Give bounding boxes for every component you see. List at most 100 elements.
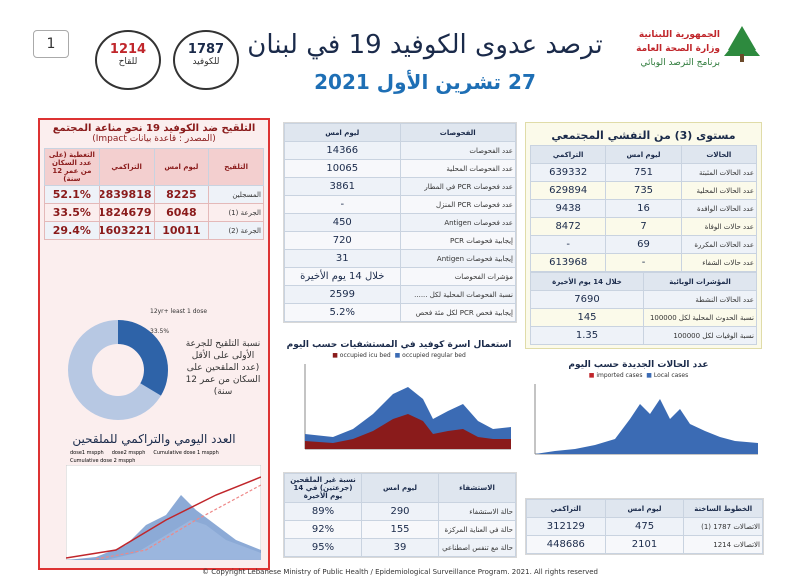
hotline-label: للقاح	[118, 57, 138, 67]
row-label: حالة الاستشفاء	[438, 502, 516, 521]
hotline-label: للكوفيد	[192, 57, 220, 67]
table-row: نسبة الحدوث المحلية لكل 100000 145	[530, 308, 757, 327]
main-title: ترصد عدوى الكوفيد 19 في لبنان	[247, 30, 603, 60]
table-cell: 751	[605, 163, 682, 182]
table-row: مؤشرات الفحوصات خلال 14 يوم الأخيرة	[284, 267, 516, 286]
table-row: نسبة الفحوصات المحلية لكل ...... 2599	[284, 285, 516, 304]
table: التلقيح ليوم امس التراكمي التغطية (على عدد …	[44, 148, 264, 240]
row-label: مؤشرات الفحوصات	[399, 267, 516, 286]
table-row: نسبة الوفيات لكل 100000 1.35	[530, 326, 757, 345]
table-row: إيجابية فحص PCR لكل مئة فحص 5.2%	[284, 303, 516, 322]
header-cell: ليوم امس	[605, 145, 682, 164]
table-cell: 6048	[153, 203, 210, 222]
table-cell: 7	[605, 217, 682, 236]
table-cell: 290	[361, 502, 439, 521]
row-label: إيجابية فحوصات Antigen	[399, 249, 516, 268]
table: المؤشرات الوبائية خلال 14 يوم الأخيرة عدد …	[530, 272, 757, 345]
table-cell: 639332	[529, 163, 607, 182]
table-cell: 8472	[529, 217, 607, 236]
beds-plot	[304, 364, 511, 450]
hotlines-table: الخطوط الساخنة ليوم امس التراكمي الاتصالات …	[526, 499, 763, 554]
vaccine-hotline: 1214 للقاح	[95, 30, 161, 90]
row-label: نسبة الفحوصات المحلية لكل ......	[399, 285, 516, 304]
row-label: عدد الفحوصات المحلية	[399, 159, 516, 178]
chart-legend: ■ occupied icu bed ■ occupied regular be…	[332, 352, 466, 359]
row-label: الجرعة (1)	[208, 203, 264, 222]
table-cell: -	[605, 253, 682, 272]
table-cell: 7690	[530, 290, 644, 309]
table-cell: 33.5%	[44, 203, 100, 222]
header-cell: التراكمي	[526, 499, 606, 518]
hotlines-panel: الخطوط الساخنة ليوم امس التراكمي الاتصالات …	[525, 498, 764, 555]
ministry-line: الجمهورية اللبنانية	[638, 30, 720, 40]
ministry-block: الجمهورية اللبنانية وزارة الصحة العامة ب…	[610, 28, 720, 70]
row-label: إيجابية فحص PCR لكل مئة فحص	[399, 303, 516, 322]
community-table: الحالات ليوم امس التراكمي عدد الحالات المثب…	[529, 145, 758, 272]
hotline-number: 1214	[109, 42, 147, 57]
donut-caption: نسبة التلقيح للجرعة الأولى على الأقل (عد…	[185, 339, 261, 397]
header-cell: التراكمي	[98, 148, 155, 186]
row-label: الاتصالات 1787 (1)	[683, 517, 763, 536]
chart-title: عدد الحالات الجديدة حسب اليوم	[568, 360, 709, 370]
row-label: عدد الحالات المكررة	[680, 235, 758, 254]
table-cell: 1603221	[98, 221, 155, 240]
header-row: التلقيح ليوم امس التراكمي التغطية (على عدد …	[44, 148, 264, 186]
row-label: عدد الحالات المثبتة	[680, 163, 758, 182]
header-cell: الفحوصات	[399, 123, 516, 142]
community-panel: مستوى (3) من التفشي المجتمعي الحالات ليوم…	[525, 122, 762, 349]
table-cell: 720	[284, 231, 401, 250]
table-row: إيجابية فحوصات PCR 720	[284, 231, 516, 250]
legend-item: Cumulative dose 2 mspph	[70, 458, 136, 464]
table-cell: 2599	[284, 285, 401, 304]
hospital-table: الاستشفاء ليوم امس نسبة غير الملقحين (جرعت…	[284, 473, 516, 557]
table-cell: 2839818	[98, 185, 155, 204]
table-row: الجرعة (1) 6048 1824679 33.5%	[44, 203, 264, 222]
ministry-line: وزارة الصحة العامة	[636, 44, 720, 54]
header-row: الفحوصات ليوم امس	[284, 123, 516, 142]
table-cell: 10065	[284, 159, 401, 178]
donut-label: 33.5%	[150, 328, 170, 335]
table-cell: 1824679	[98, 203, 155, 222]
table-row: عدد الحالات المثبتة 751 639332	[529, 163, 758, 182]
table-cell: 16	[605, 199, 682, 218]
header-cell: ليوم امس	[153, 148, 210, 186]
table-cell: 629894	[529, 181, 607, 200]
header-cell: ليوم امس	[361, 473, 439, 503]
row-label: عدد الحالات الوافدة	[680, 199, 758, 218]
chart-legend: dose1 mspph dose2 mspph Cumulative dose …	[70, 450, 260, 464]
vaccination-chart	[66, 465, 261, 560]
indicators-table: المؤشرات الوبائية خلال 14 يوم الأخيرة عدد …	[530, 272, 757, 345]
table-row: الاتصالات 1787 (1) 475 312129	[526, 517, 763, 536]
row-label: عدد حالات الوفاة	[680, 217, 758, 236]
table-row: عدد الحالات المكررة 69-	[529, 235, 758, 254]
table-row: عدد الحالات النشطة 7690	[530, 290, 757, 309]
table-row: عدد فحوصات Antigen 450	[284, 213, 516, 232]
table-cell: 10011	[153, 221, 210, 240]
header-cell: نسبة غير الملقحين (جرعتين) في 14 يوم الأ…	[284, 473, 362, 503]
cedar-logo	[724, 26, 760, 62]
table-cell: 95%	[284, 538, 362, 557]
row-label: حالة مع تنفس اصطناعي	[438, 538, 516, 557]
hotline-number: 1787	[187, 42, 225, 57]
table-cell: 52.1%	[44, 185, 100, 204]
chart-title: العدد اليومي والتراكمي للملقحين	[72, 432, 236, 446]
table-cell: 92%	[284, 520, 362, 539]
row-label: عدد الحالات النشطة	[643, 290, 757, 309]
table-cell: 5.2%	[284, 303, 401, 322]
legend-item: Local cases	[653, 372, 689, 379]
header-row: الاستشفاء ليوم امس نسبة غير الملقحين (جرعت…	[284, 473, 516, 503]
table-row: عدد فحوصات PCR المنزل -	[284, 195, 516, 214]
table-cell: 475	[604, 517, 685, 536]
cases-chart: عدد الحالات الجديدة حسب اليوم ■ imported…	[515, 360, 762, 470]
header-row: الخطوط الساخنة ليوم امس التراكمي	[526, 499, 763, 518]
table: الحالات ليوم امس التراكمي عدد الحالات المثب…	[529, 145, 758, 272]
table-cell: 312129	[526, 517, 606, 536]
table-row: الاتصالات 1214 2101 448686	[526, 535, 763, 554]
header-cell: ليوم امس	[604, 499, 685, 518]
ministry-line: برنامج الترصد الوبائي	[640, 58, 720, 68]
table-row: عدد الحالات المحلية 735 629894	[529, 181, 758, 200]
table-cell: -	[529, 235, 607, 254]
legend-item: occupied regular bed	[402, 352, 466, 359]
table-cell: 8225	[153, 185, 210, 204]
